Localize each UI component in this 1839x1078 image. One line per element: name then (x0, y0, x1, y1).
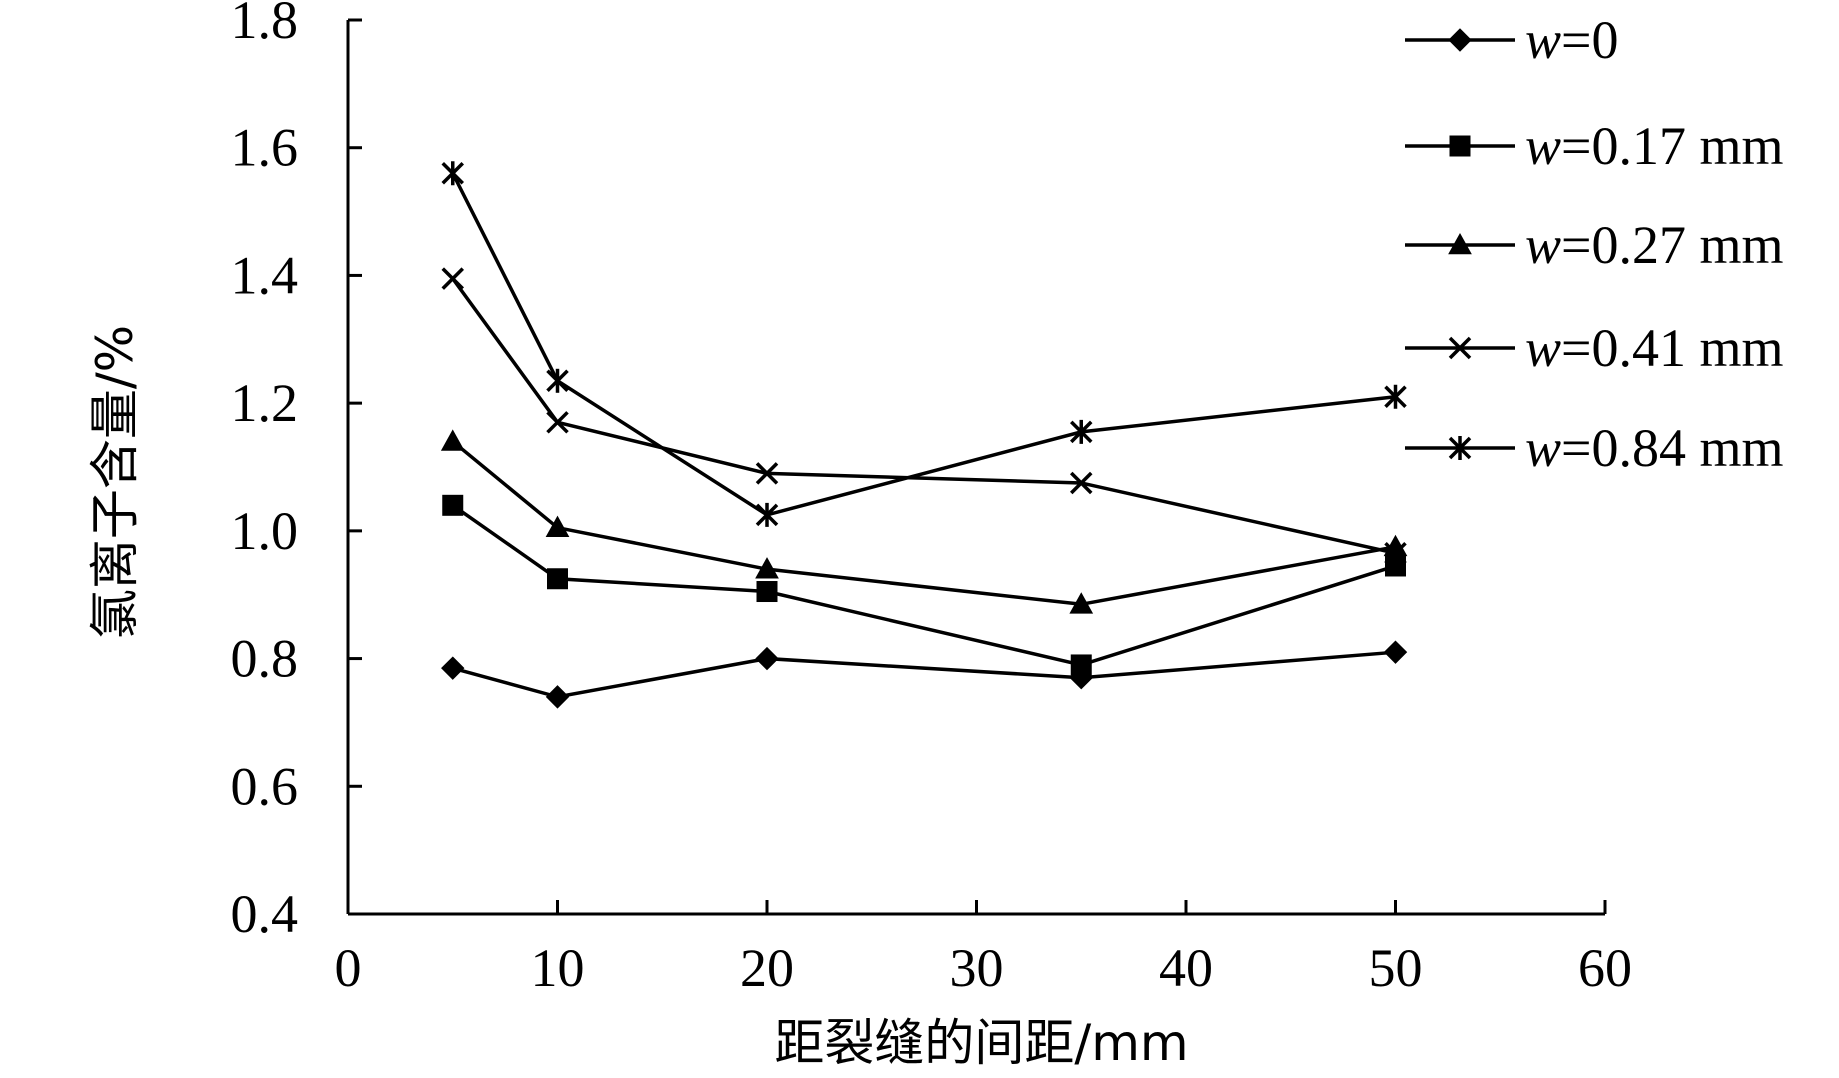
legend-marker (1448, 336, 1472, 360)
x-tick-label: 50 (1369, 938, 1423, 998)
x-tick-label: 60 (1578, 938, 1632, 998)
data-point (545, 515, 570, 537)
y-tick-label: 1.0 (231, 501, 299, 561)
data-point (1069, 592, 1094, 614)
y-tick-label: 1.8 (231, 0, 299, 50)
legend-marker (1448, 232, 1472, 255)
y-tick-label: 1.6 (231, 118, 299, 178)
legend-marker (1448, 28, 1472, 52)
legend: w=0 w=0.17 mm w=0.27 mm w=0.41 mm w=0.84 mm (1405, 10, 1784, 478)
data-point (546, 368, 569, 393)
legend-label: w=0.84 mm (1525, 418, 1784, 478)
data-point (755, 646, 779, 671)
legend-label: w=0.17 mm (1525, 116, 1784, 176)
y-tick-label: 0.8 (231, 629, 299, 689)
x-tick-label: 20 (740, 938, 794, 998)
legend-item: w=0.84 mm (1405, 418, 1784, 478)
y-tick-label: 0.4 (231, 884, 299, 944)
data-point (1383, 640, 1408, 664)
data-point (547, 568, 568, 590)
data-point (756, 581, 778, 603)
series-line-5 (451, 172, 1396, 517)
x-ticks: 0 10 20 30 40 50 60 (335, 900, 1632, 998)
legend-label: w=0.41 mm (1525, 318, 1784, 378)
x-tick-label: 40 (1159, 938, 1213, 998)
data-point (441, 267, 464, 290)
data-point (755, 502, 779, 527)
series-line-4 (451, 277, 1396, 555)
data-point (441, 656, 465, 680)
x-tick-label: 0 (335, 938, 362, 998)
legend-item: w=0 (1405, 10, 1619, 70)
x-tick-label: 10 (531, 938, 585, 998)
x-axis-title: 距裂缝的间距/mm (774, 1014, 1188, 1072)
series-line-1 (452, 650, 1396, 699)
legend-marker (1449, 135, 1471, 157)
data-point (755, 557, 779, 579)
data-point (441, 161, 464, 186)
y-tick-label: 1.4 (231, 245, 299, 305)
data-point (1070, 419, 1093, 444)
y-axis-title: 氯离子含量/% (86, 325, 144, 639)
data-point (1070, 471, 1093, 495)
data-point (546, 411, 569, 434)
y-tick-label: 1.2 (231, 373, 299, 433)
legend-item: w=0.27 mm (1405, 215, 1784, 275)
data-point (1384, 384, 1407, 409)
legend-label: w=0 (1525, 10, 1619, 70)
data-point (440, 429, 465, 451)
x-tick-label: 30 (950, 938, 1004, 998)
legend-item: w=0.17 mm (1405, 116, 1784, 176)
plot-lines (451, 172, 1397, 699)
data-point (1384, 541, 1407, 565)
legend-marker (1448, 436, 1472, 460)
y-ticks: 0.4 0.6 0.8 1.0 1.2 1.4 1.6 1.8 (231, 0, 362, 944)
legend-label: w=0.27 mm (1525, 215, 1784, 275)
data-point (755, 462, 779, 485)
y-tick-label: 0.6 (231, 756, 299, 816)
data-point (1070, 654, 1092, 676)
data-point (545, 685, 570, 709)
data-point (442, 494, 464, 516)
plot-markers (440, 161, 1408, 709)
legend-item: w=0.41 mm (1405, 318, 1784, 378)
